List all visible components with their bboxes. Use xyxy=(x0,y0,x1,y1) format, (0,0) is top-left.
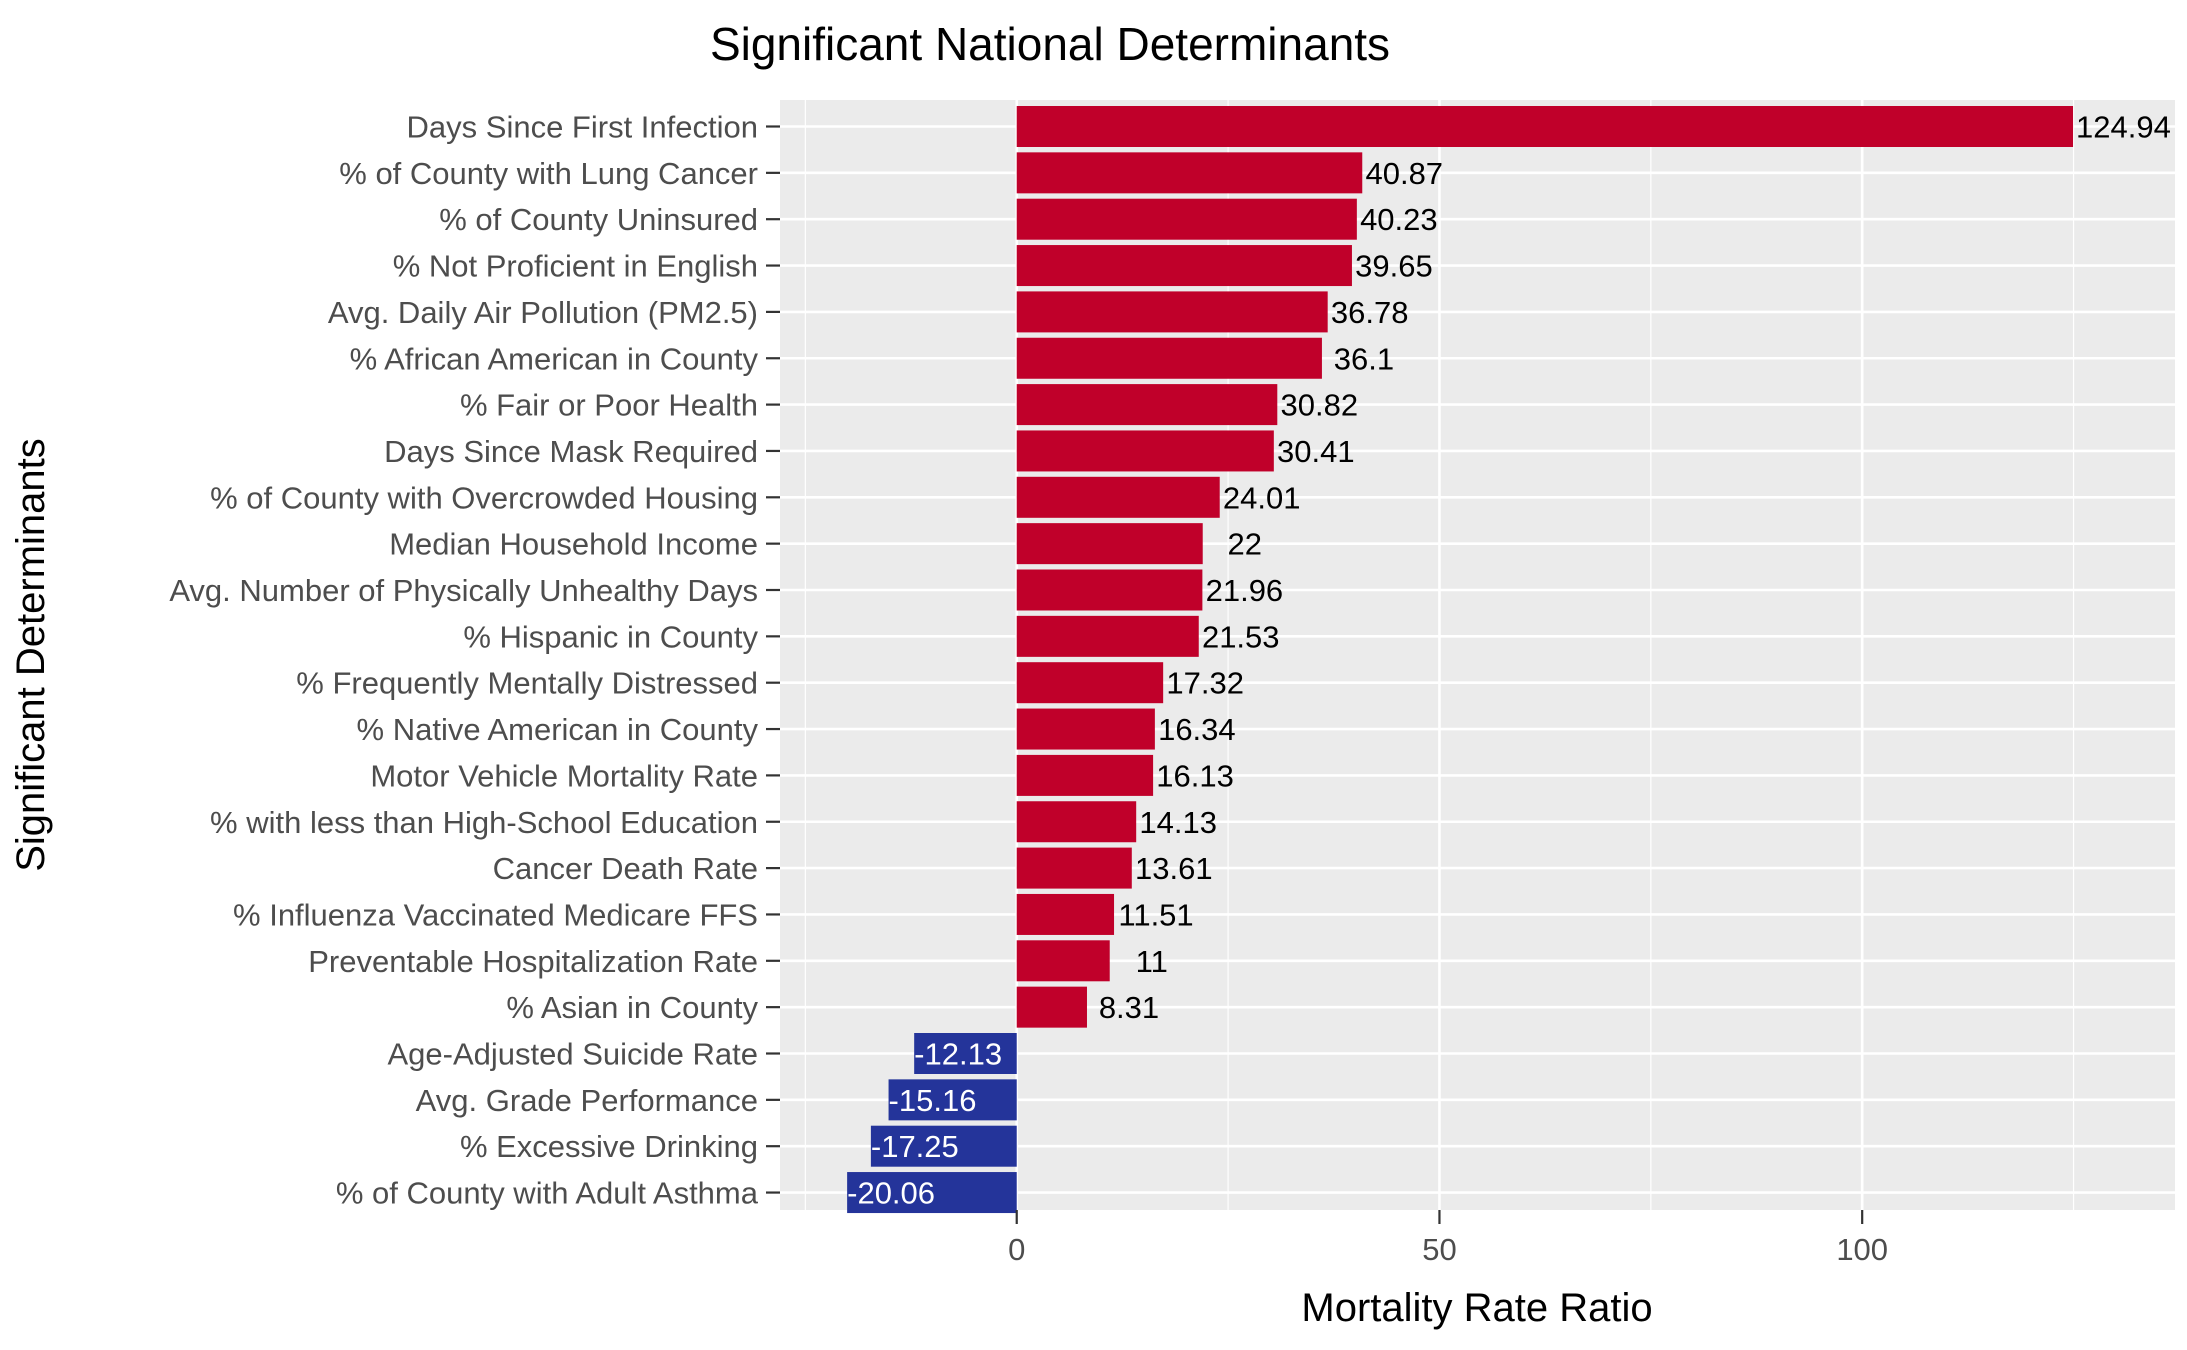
bar xyxy=(1016,847,1132,889)
category-label: % with less than High-School Education xyxy=(210,805,758,840)
bar xyxy=(1016,893,1115,935)
bar xyxy=(1016,291,1328,333)
bars xyxy=(847,106,2074,1214)
bar xyxy=(1016,384,1278,426)
bar xyxy=(914,1033,1017,1074)
bar xyxy=(888,1079,1017,1121)
category-label: % of County Uninsured xyxy=(439,202,758,237)
category-label: Avg. Grade Performance xyxy=(416,1083,758,1118)
data-label: 11 xyxy=(1136,944,1168,979)
category-label: % Influenza Vaccinated Medicare FFS xyxy=(233,897,758,932)
bar xyxy=(1016,569,1203,611)
category-labels: Days Since First Infection % of County wi… xyxy=(169,110,780,1211)
data-label: 40.23 xyxy=(1360,202,1438,237)
x-tick-label: 100 xyxy=(1836,1232,1888,1267)
gridlines xyxy=(780,100,2175,1210)
category-label: % Fair or Poor Health xyxy=(460,388,758,423)
category-label: % Frequently Mentally Distressed xyxy=(296,666,758,701)
category-label: % of County with Adult Asthma xyxy=(336,1176,759,1211)
category-label: % Excessive Drinking xyxy=(460,1129,758,1164)
category-label: % Not Proficient in English xyxy=(393,249,758,284)
data-label: 40.87 xyxy=(1365,156,1443,191)
bar xyxy=(1016,476,1220,518)
y-axis-title: Significant Determinants xyxy=(9,438,53,872)
x-tick-label: 0 xyxy=(1008,1232,1025,1267)
data-label: 13.61 xyxy=(1135,851,1213,886)
bar xyxy=(847,1172,1017,1214)
data-label: 14.13 xyxy=(1139,805,1217,840)
x-axis-ticks: 0 50 100 xyxy=(1008,1210,1888,1267)
bar xyxy=(1016,430,1274,472)
data-label: -12.13 xyxy=(914,1037,1002,1072)
category-label: Avg. Daily Air Pollution (PM2.5) xyxy=(328,295,758,330)
data-label: 30.82 xyxy=(1281,388,1359,423)
data-label: -17.25 xyxy=(871,1129,959,1164)
bar xyxy=(1016,662,1164,704)
category-label: Cancer Death Rate xyxy=(493,851,758,886)
category-label: Motor Vehicle Mortality Rate xyxy=(370,758,758,793)
x-axis-title: Mortality Rate Ratio xyxy=(1301,1286,1652,1330)
data-label: 16.13 xyxy=(1156,758,1234,793)
plot-panel xyxy=(780,100,2175,1210)
bar xyxy=(1016,708,1155,750)
data-label: -20.06 xyxy=(847,1176,935,1211)
category-label: Avg. Number of Physically Unhealthy Days xyxy=(169,573,758,608)
data-label: 36.78 xyxy=(1331,295,1409,330)
data-label: 17.32 xyxy=(1166,666,1244,701)
data-label: 39.65 xyxy=(1355,249,1433,284)
bar xyxy=(1016,615,1199,657)
data-label: 124.94 xyxy=(2076,110,2171,145)
category-label: % Asian in County xyxy=(506,990,758,1025)
bar xyxy=(1016,801,1137,843)
data-label: -15.16 xyxy=(889,1083,977,1118)
category-label: % of County with Overcrowded Housing xyxy=(210,480,758,515)
bar xyxy=(1016,754,1154,796)
bar xyxy=(1016,337,1322,379)
category-label: Days Since Mask Required xyxy=(384,434,758,469)
data-label: 24.01 xyxy=(1223,480,1301,515)
bar xyxy=(1016,245,1352,287)
bar xyxy=(1016,152,1363,194)
bar xyxy=(1016,106,2074,147)
bar xyxy=(870,1125,1017,1167)
data-label: 16.34 xyxy=(1158,712,1236,747)
bar xyxy=(1016,986,1087,1028)
data-label: 21.96 xyxy=(1206,573,1284,608)
data-label: 22 xyxy=(1227,527,1261,562)
chart-title: Significant National Determinants xyxy=(710,18,1390,70)
bar xyxy=(1016,940,1110,982)
category-label: % African American in County xyxy=(350,341,759,376)
bar xyxy=(1016,198,1357,240)
x-tick-label: 50 xyxy=(1422,1232,1456,1267)
data-label: 36.1 xyxy=(1334,341,1394,376)
data-label: 11.51 xyxy=(1118,897,1193,932)
category-label: Preventable Hospitalization Rate xyxy=(308,944,758,979)
category-label: Median Household Income xyxy=(389,527,758,562)
data-label: 30.41 xyxy=(1277,434,1355,469)
category-label: % Hispanic in County xyxy=(463,619,758,654)
category-label: Age-Adjusted Suicide Rate xyxy=(387,1037,758,1072)
data-labels: 124.94 40.87 40.23 39.65 36.78 36.1 30.82 30.41… xyxy=(847,110,2171,1211)
category-label: Days Since First Infection xyxy=(407,110,758,145)
data-label: 21.53 xyxy=(1202,619,1280,654)
bar xyxy=(1016,523,1203,565)
data-label: 8.31 xyxy=(1099,990,1159,1025)
category-label: % Native American in County xyxy=(357,712,759,747)
category-label: % of County with Lung Cancer xyxy=(339,156,758,191)
